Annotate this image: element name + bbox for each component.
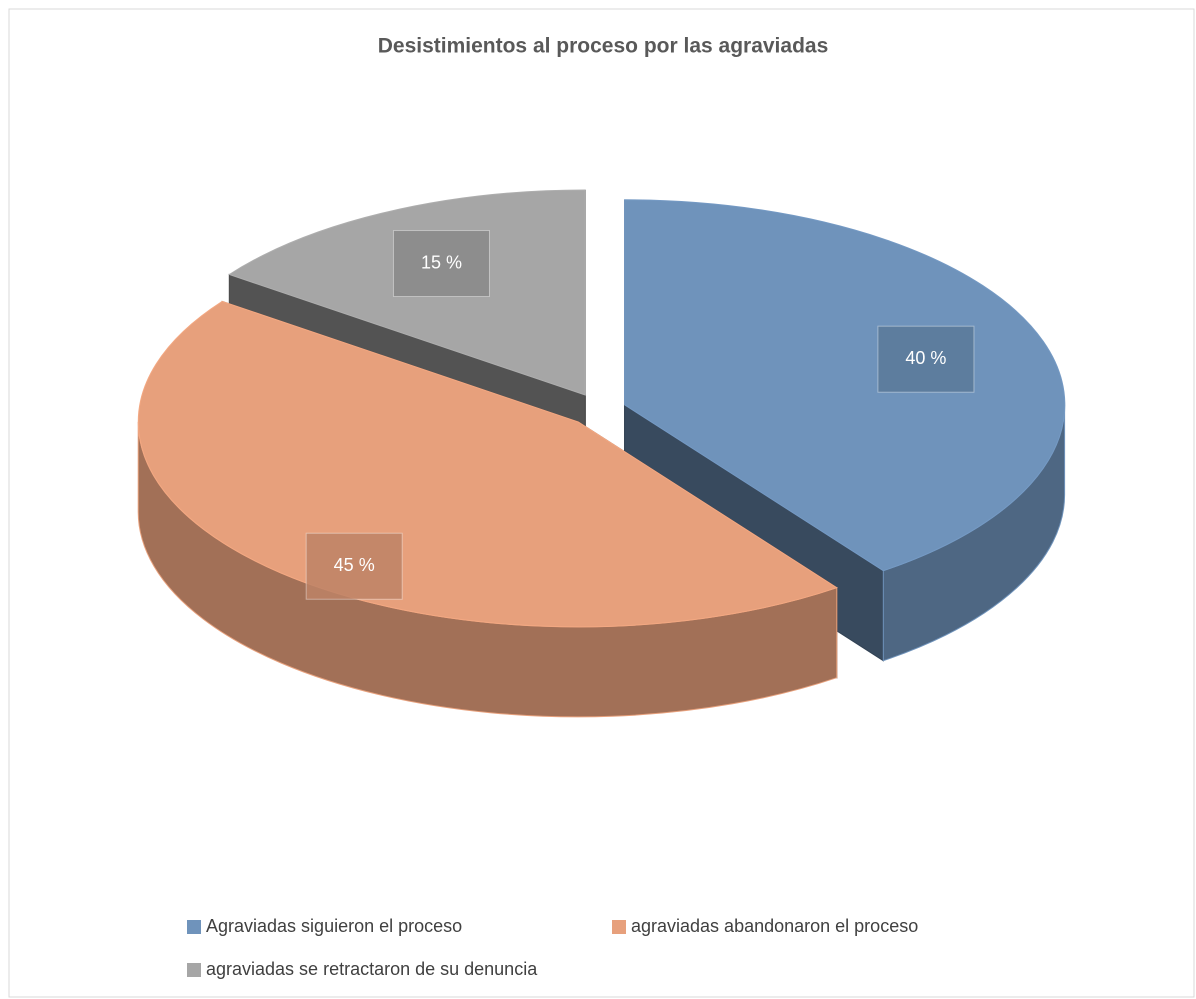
chart-title: Desistimientos al proceso por las agravi… [378, 35, 829, 58]
data-label: 15 % [421, 252, 462, 272]
slice [624, 199, 1066, 572]
legend-label: agraviadas se retractaron de su denuncia [206, 959, 538, 979]
data-label-box [305, 532, 403, 600]
data-label: 40 % [905, 348, 946, 368]
data-label-box [877, 325, 975, 393]
legend-label: agraviadas abandonaron el proceso [631, 916, 918, 936]
legend-swatch [187, 920, 201, 934]
legend-label: Agraviadas siguieron el proceso [206, 916, 462, 936]
data-label: 45 % [334, 555, 375, 575]
legend-swatch [187, 963, 201, 977]
pie: 40 % 45 % 15 % [137, 189, 1066, 718]
data-label-box [392, 230, 490, 298]
legend: Agraviadas siguieron el proceso agraviada… [187, 916, 918, 979]
legend-swatch [612, 920, 626, 934]
